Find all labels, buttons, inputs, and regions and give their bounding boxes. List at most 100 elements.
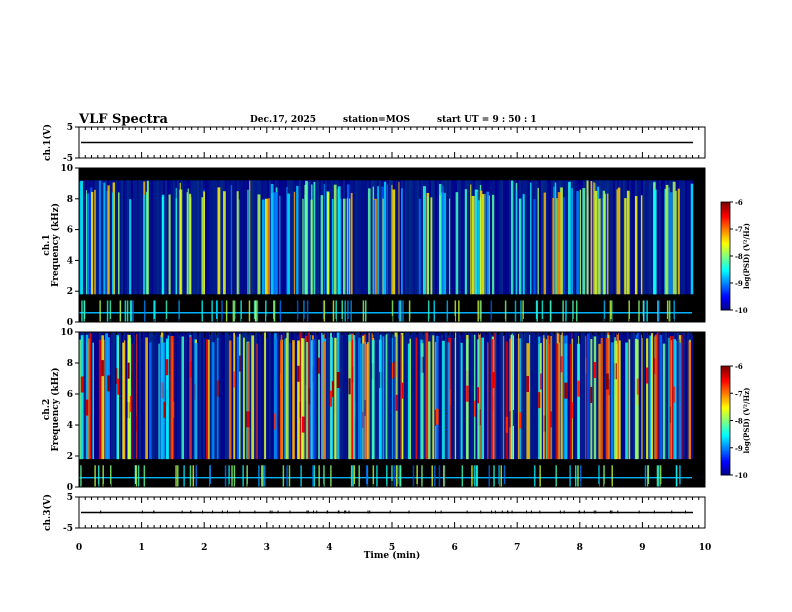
sferic-burst xyxy=(124,340,126,460)
colorbar-segment xyxy=(721,211,730,214)
spectrogram-column xyxy=(667,332,669,460)
spectrogram-column xyxy=(467,180,469,295)
sferic-burst xyxy=(641,334,643,460)
low-freq-blip xyxy=(574,465,577,487)
colorbar-label: log(PSD) (V²/Hz) xyxy=(742,388,751,454)
colorbar-segment xyxy=(721,216,730,219)
low-freq-blip xyxy=(536,300,538,322)
low-freq-blip xyxy=(657,465,660,487)
colorbar-segment xyxy=(721,281,730,284)
sferic-burst xyxy=(481,337,484,460)
sferic-burst xyxy=(279,195,281,295)
low-freq-blip xyxy=(341,300,344,322)
spectrogram-column xyxy=(117,180,119,295)
spectrogram-column xyxy=(465,332,467,460)
colorbar-segment xyxy=(721,256,730,259)
colorbar-segment xyxy=(721,433,730,436)
spectrogram-column xyxy=(485,332,487,460)
sferic-core xyxy=(336,371,340,388)
spectrogram-column xyxy=(447,180,449,295)
sferic-burst xyxy=(348,198,351,295)
sferic-burst xyxy=(628,339,631,460)
spectrogram-column xyxy=(417,180,419,295)
sferic-burst xyxy=(287,193,290,295)
low-freq-blip xyxy=(265,300,267,322)
spectrogram-column xyxy=(299,180,301,295)
spectrogram-column xyxy=(623,180,625,295)
low-freq-blip xyxy=(454,300,457,322)
sferic-burst xyxy=(484,193,486,295)
spectrogram-column xyxy=(451,332,453,460)
low-freq-blip xyxy=(124,300,127,322)
spectrogram-column xyxy=(151,332,153,460)
sferic-burst xyxy=(371,340,375,460)
sferic-burst xyxy=(529,332,531,460)
sferic-burst xyxy=(492,194,495,295)
spectrogram-column xyxy=(691,332,693,460)
spectrogram-column xyxy=(183,332,185,460)
sferic-burst xyxy=(477,200,480,295)
spectrogram-column xyxy=(239,180,241,295)
sferic-burst xyxy=(626,190,630,295)
sferic-burst xyxy=(322,341,326,460)
sferic-burst xyxy=(292,340,295,460)
spectrogram-column xyxy=(199,332,201,460)
sferic-burst xyxy=(161,197,164,295)
sferic-core xyxy=(305,384,307,401)
colorbar-segment xyxy=(721,299,730,302)
low-freq-blip xyxy=(347,300,349,322)
sferic-core xyxy=(101,360,104,377)
sferic-core xyxy=(318,357,320,374)
colorbar-segment xyxy=(721,389,730,392)
low-freq-blip xyxy=(603,300,606,322)
sferic-burst xyxy=(203,191,206,295)
sferic-burst xyxy=(162,342,166,460)
sferic-burst xyxy=(359,343,363,460)
colorbar-tick-label: -8 xyxy=(735,252,743,261)
spectrogram-column xyxy=(615,180,617,295)
x-tick-label: 8 xyxy=(577,543,583,553)
spectrogram-column xyxy=(91,332,93,460)
low-freq-blip xyxy=(647,465,649,487)
spectrogram-column xyxy=(179,332,181,460)
spectrogram-column xyxy=(355,332,357,460)
colorbar-segment xyxy=(721,270,730,273)
colorbar-segment xyxy=(721,218,730,221)
spectrogram-column xyxy=(441,332,443,460)
colorbar-segment xyxy=(721,238,730,241)
spectrogram-column xyxy=(255,180,257,295)
sferic-burst xyxy=(471,195,475,295)
spectrogram-column xyxy=(273,332,275,460)
spectrogram-column xyxy=(177,332,179,460)
sferic-burst xyxy=(422,186,426,295)
colorbar-segment xyxy=(721,393,730,396)
sferic-burst xyxy=(600,198,602,295)
spectrogram-column xyxy=(327,332,329,460)
sferic-burst xyxy=(625,342,628,460)
spectrogram-column xyxy=(249,332,251,460)
sferic-burst xyxy=(160,337,163,460)
colorbar-segment xyxy=(721,440,730,443)
low-freq-blip xyxy=(224,465,227,487)
spectrogram-column xyxy=(155,332,157,460)
spectrogram-column xyxy=(269,332,271,460)
spectrogram-column xyxy=(131,180,133,295)
low-freq-blip xyxy=(675,465,678,487)
low-freq-blip xyxy=(215,300,218,322)
y-axis-channel-label: ch.2 xyxy=(42,399,52,420)
spectrogram-column xyxy=(537,332,539,460)
spectrogram-column xyxy=(415,180,417,295)
sferic-burst xyxy=(312,339,316,460)
colorbar-segment xyxy=(721,376,730,380)
spectrogram-column xyxy=(169,332,171,460)
sferic-burst xyxy=(543,335,545,460)
sferic-burst xyxy=(586,333,590,460)
colorbar-segment xyxy=(721,435,730,438)
sferic-burst xyxy=(385,333,388,460)
spectrogram-column xyxy=(613,180,615,295)
sferic-burst xyxy=(530,182,532,295)
colorbar-tick-label: -10 xyxy=(735,471,748,480)
low-freq-blip xyxy=(443,465,445,487)
low-freq-blip xyxy=(514,300,517,322)
sferic-burst xyxy=(664,188,667,295)
